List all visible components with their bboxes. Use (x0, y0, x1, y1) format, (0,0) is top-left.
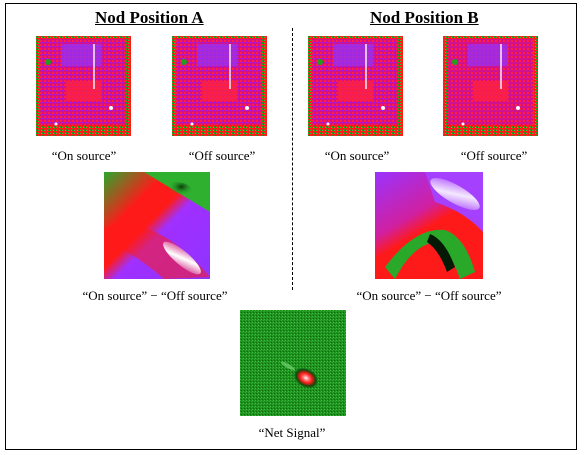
nod-a-difference-image (104, 172, 210, 279)
net-signal-caption: “Net Signal” (258, 425, 326, 440)
net-signal-image (240, 310, 346, 416)
nod-b-off-source-caption: “Off source” (460, 148, 528, 163)
nod-a-difference-caption: “On source” − “Off source” (82, 288, 228, 303)
nod-divider-line (292, 28, 293, 290)
nod-position-b-title: Nod Position B (370, 8, 479, 27)
nod-a-on-source-caption: “On source” (51, 148, 117, 163)
nod-b-difference-image (375, 172, 483, 279)
nod-a-off-source-image (172, 36, 267, 136)
nod-b-on-source-caption: “On source” (324, 148, 390, 163)
nod-a-on-source-image (36, 36, 131, 136)
nod-a-off-source-caption: “Off source” (188, 148, 256, 163)
nod-position-a-title: Nod Position A (95, 8, 204, 27)
nod-b-difference-caption: “On source” − “Off source” (356, 288, 502, 303)
nod-b-on-source-image (308, 36, 403, 136)
figure-frame (5, 3, 577, 450)
nod-b-off-source-image (443, 36, 538, 136)
